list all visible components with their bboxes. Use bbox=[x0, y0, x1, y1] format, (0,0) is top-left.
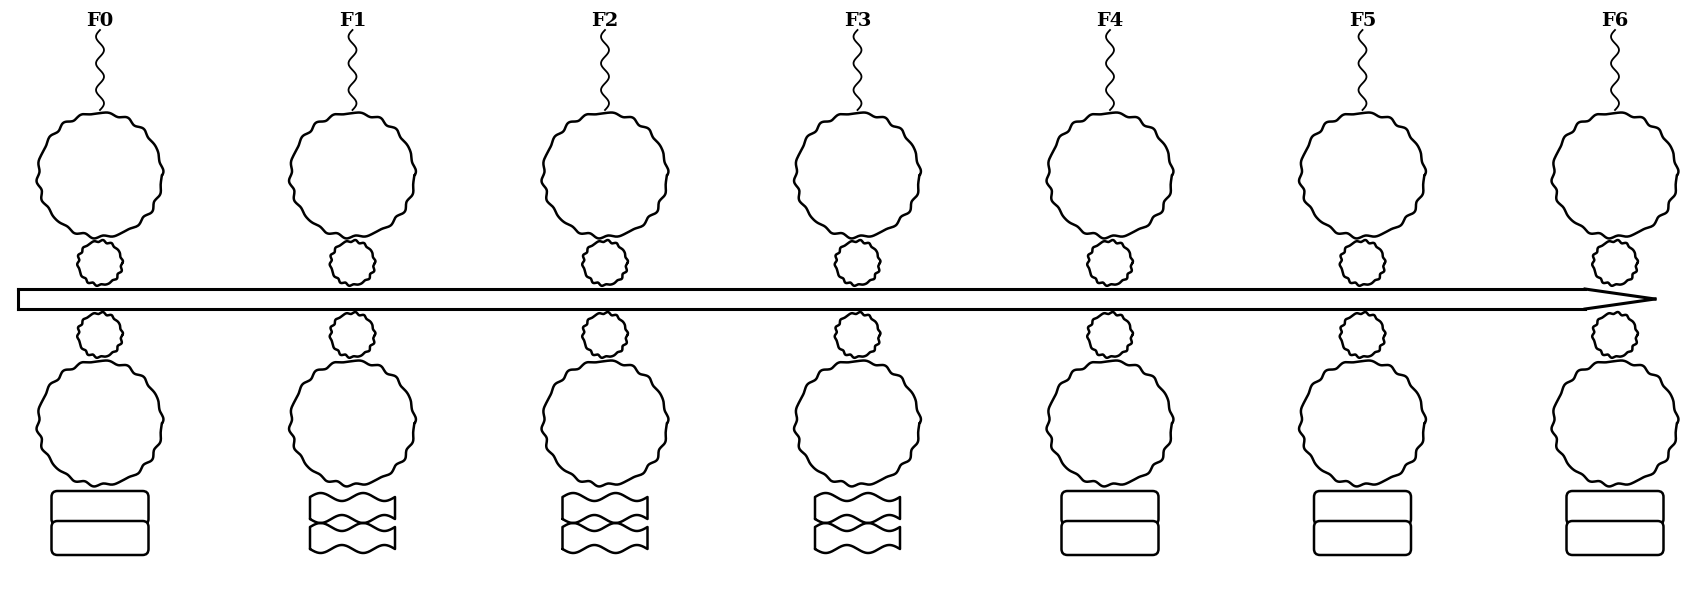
Text: F0: F0 bbox=[86, 12, 113, 30]
Polygon shape bbox=[541, 361, 669, 486]
Polygon shape bbox=[1592, 240, 1638, 286]
FancyBboxPatch shape bbox=[52, 521, 148, 555]
Text: F6: F6 bbox=[1601, 12, 1629, 30]
Polygon shape bbox=[794, 361, 922, 486]
Polygon shape bbox=[330, 312, 376, 358]
Polygon shape bbox=[1087, 240, 1132, 286]
FancyBboxPatch shape bbox=[1062, 491, 1159, 525]
Polygon shape bbox=[1087, 312, 1132, 358]
Text: F2: F2 bbox=[591, 12, 618, 30]
Polygon shape bbox=[1552, 112, 1678, 239]
Polygon shape bbox=[834, 240, 881, 286]
FancyBboxPatch shape bbox=[1567, 521, 1663, 555]
Polygon shape bbox=[19, 289, 1655, 309]
Text: F5: F5 bbox=[1348, 12, 1377, 30]
Polygon shape bbox=[37, 361, 163, 486]
Text: F3: F3 bbox=[844, 12, 871, 30]
FancyBboxPatch shape bbox=[1062, 521, 1159, 555]
Polygon shape bbox=[1340, 312, 1385, 358]
Polygon shape bbox=[834, 312, 881, 358]
Polygon shape bbox=[290, 361, 416, 486]
Text: F1: F1 bbox=[339, 12, 366, 30]
Polygon shape bbox=[583, 312, 629, 358]
Polygon shape bbox=[310, 523, 394, 553]
Polygon shape bbox=[563, 523, 647, 553]
Polygon shape bbox=[1299, 112, 1426, 239]
Polygon shape bbox=[1299, 361, 1426, 486]
Polygon shape bbox=[1552, 361, 1678, 486]
FancyBboxPatch shape bbox=[1314, 491, 1410, 525]
Polygon shape bbox=[816, 493, 900, 523]
Polygon shape bbox=[816, 523, 900, 553]
Polygon shape bbox=[290, 112, 416, 239]
FancyBboxPatch shape bbox=[52, 491, 148, 525]
FancyBboxPatch shape bbox=[1567, 491, 1663, 525]
Polygon shape bbox=[78, 312, 123, 358]
Polygon shape bbox=[330, 240, 376, 286]
Polygon shape bbox=[563, 493, 647, 523]
Polygon shape bbox=[1592, 312, 1638, 358]
Polygon shape bbox=[78, 240, 123, 286]
Polygon shape bbox=[310, 493, 394, 523]
Polygon shape bbox=[541, 112, 669, 239]
Polygon shape bbox=[583, 240, 629, 286]
FancyBboxPatch shape bbox=[1314, 521, 1410, 555]
Polygon shape bbox=[37, 112, 163, 239]
Polygon shape bbox=[1046, 361, 1173, 486]
Polygon shape bbox=[1046, 112, 1173, 239]
Polygon shape bbox=[1340, 240, 1385, 286]
Polygon shape bbox=[794, 112, 922, 239]
Text: F4: F4 bbox=[1097, 12, 1124, 30]
